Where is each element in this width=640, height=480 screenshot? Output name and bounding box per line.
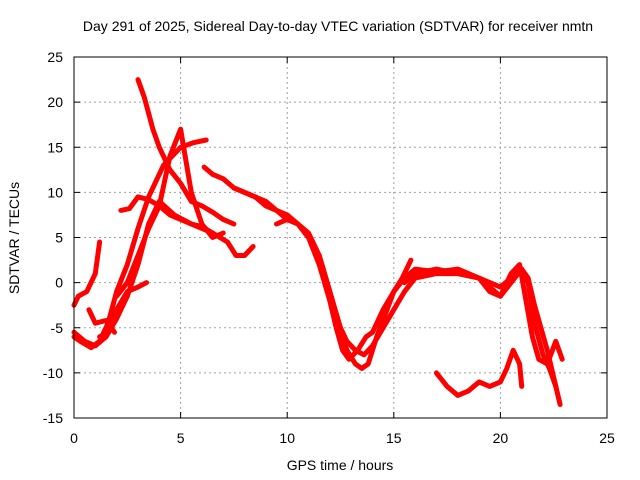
y-tick-label: 15 <box>47 139 63 155</box>
y-tick-label: -10 <box>43 365 63 381</box>
y-tick-labels: -15 -10 -5 0 5 10 15 20 25 <box>43 49 63 426</box>
x-tick-label: 25 <box>599 430 615 446</box>
x-tick-label: 20 <box>493 430 509 446</box>
y-tick-label: 10 <box>47 184 63 200</box>
ticks <box>73 56 608 419</box>
series-layer <box>71 77 565 407</box>
series-line-sat-b <box>71 137 209 351</box>
x-tick-label: 10 <box>279 430 295 446</box>
y-axis-label: SDTVAR / TECUs <box>6 182 22 294</box>
y-tick-label: 25 <box>47 49 63 65</box>
y-tick-label: 5 <box>55 230 63 246</box>
series-line-sat-m <box>433 347 525 398</box>
x-tick-label: 0 <box>70 430 78 446</box>
chart-title: Day 291 of 2025, Sidereal Day-to-day VTE… <box>83 18 593 34</box>
series-line-sat-k <box>274 216 565 367</box>
x-tick-labels: 0 5 10 15 20 25 <box>70 430 615 446</box>
y-tick-label: -5 <box>51 320 64 336</box>
y-tick-label: -15 <box>43 410 63 426</box>
x-axis-label: GPS time / hours <box>287 457 394 473</box>
y-tick-label: 0 <box>55 275 63 291</box>
series-line-sat-a <box>71 239 103 308</box>
grid <box>74 57 607 418</box>
series-line-sat-l <box>402 266 559 389</box>
series-line-sat-g <box>118 194 256 258</box>
series-line-sat-i <box>201 164 414 371</box>
y-tick-label: 20 <box>47 94 63 110</box>
series-line-sat-h <box>135 77 237 227</box>
x-tick-label: 15 <box>386 430 402 446</box>
x-tick-label: 5 <box>177 430 185 446</box>
series-line-sat-e <box>97 280 149 340</box>
